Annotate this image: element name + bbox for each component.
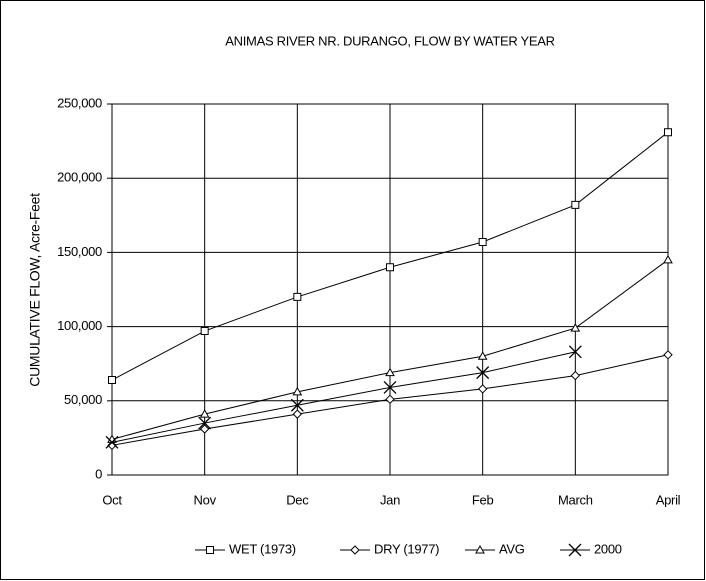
data-point [107,440,117,451]
y-tick-label: 200,000 [57,170,102,185]
data-point [477,351,488,360]
data-point [292,409,303,419]
x-tick-label: Feb [472,492,494,507]
data-point [108,376,116,385]
data-point [664,128,672,137]
x-tick-label: March [558,492,593,507]
x-tick-label: April [656,492,681,507]
y-tick-label: 0 [95,466,102,481]
x-tick-label: Jan [380,492,400,507]
legend-marker [350,545,360,555]
data-point [570,323,581,332]
data-point [663,350,673,360]
legend-marker [206,546,214,554]
data-point [105,435,119,449]
data-point [383,380,397,394]
data-point [292,386,303,396]
series-line [111,351,576,443]
data-point [477,384,488,394]
data-point [478,238,487,247]
y-tick-label: 50,000 [64,392,102,407]
data-point [199,409,210,418]
legend-label: WET (1973) [229,541,296,556]
legend-marker [475,544,485,554]
data-point [199,424,210,434]
y-tick-label: 150,000 [57,244,102,259]
legend-label: 2000 [594,541,622,556]
data-point [198,416,212,430]
legend-label: DRY (1977) [374,541,439,556]
data-point [386,263,394,272]
data-point [571,200,580,209]
plot-border [111,103,669,476]
x-tick-label: Nov [194,492,217,507]
legend-marker [568,543,582,557]
data-point [293,292,302,301]
data-point [568,345,582,359]
y-axis-label: CUMULATIVE FLOW, Acre-Feet [27,193,43,387]
data-point [663,254,673,264]
legend-label: AVG [499,541,525,556]
chart-title: ANIMAS RIVER NR. DURANGO, FLOW BY WATER … [225,33,554,48]
y-tick-label: 100,000 [57,318,102,333]
x-tick-label: Oct [102,492,122,507]
y-tick-label: 250,000 [57,95,102,110]
data-point [476,366,490,380]
data-point [290,398,304,412]
data-point [385,394,395,405]
data-point [385,367,395,377]
data-point [570,370,581,381]
data-point [200,327,209,336]
x-tick-label: Dec [286,492,309,507]
